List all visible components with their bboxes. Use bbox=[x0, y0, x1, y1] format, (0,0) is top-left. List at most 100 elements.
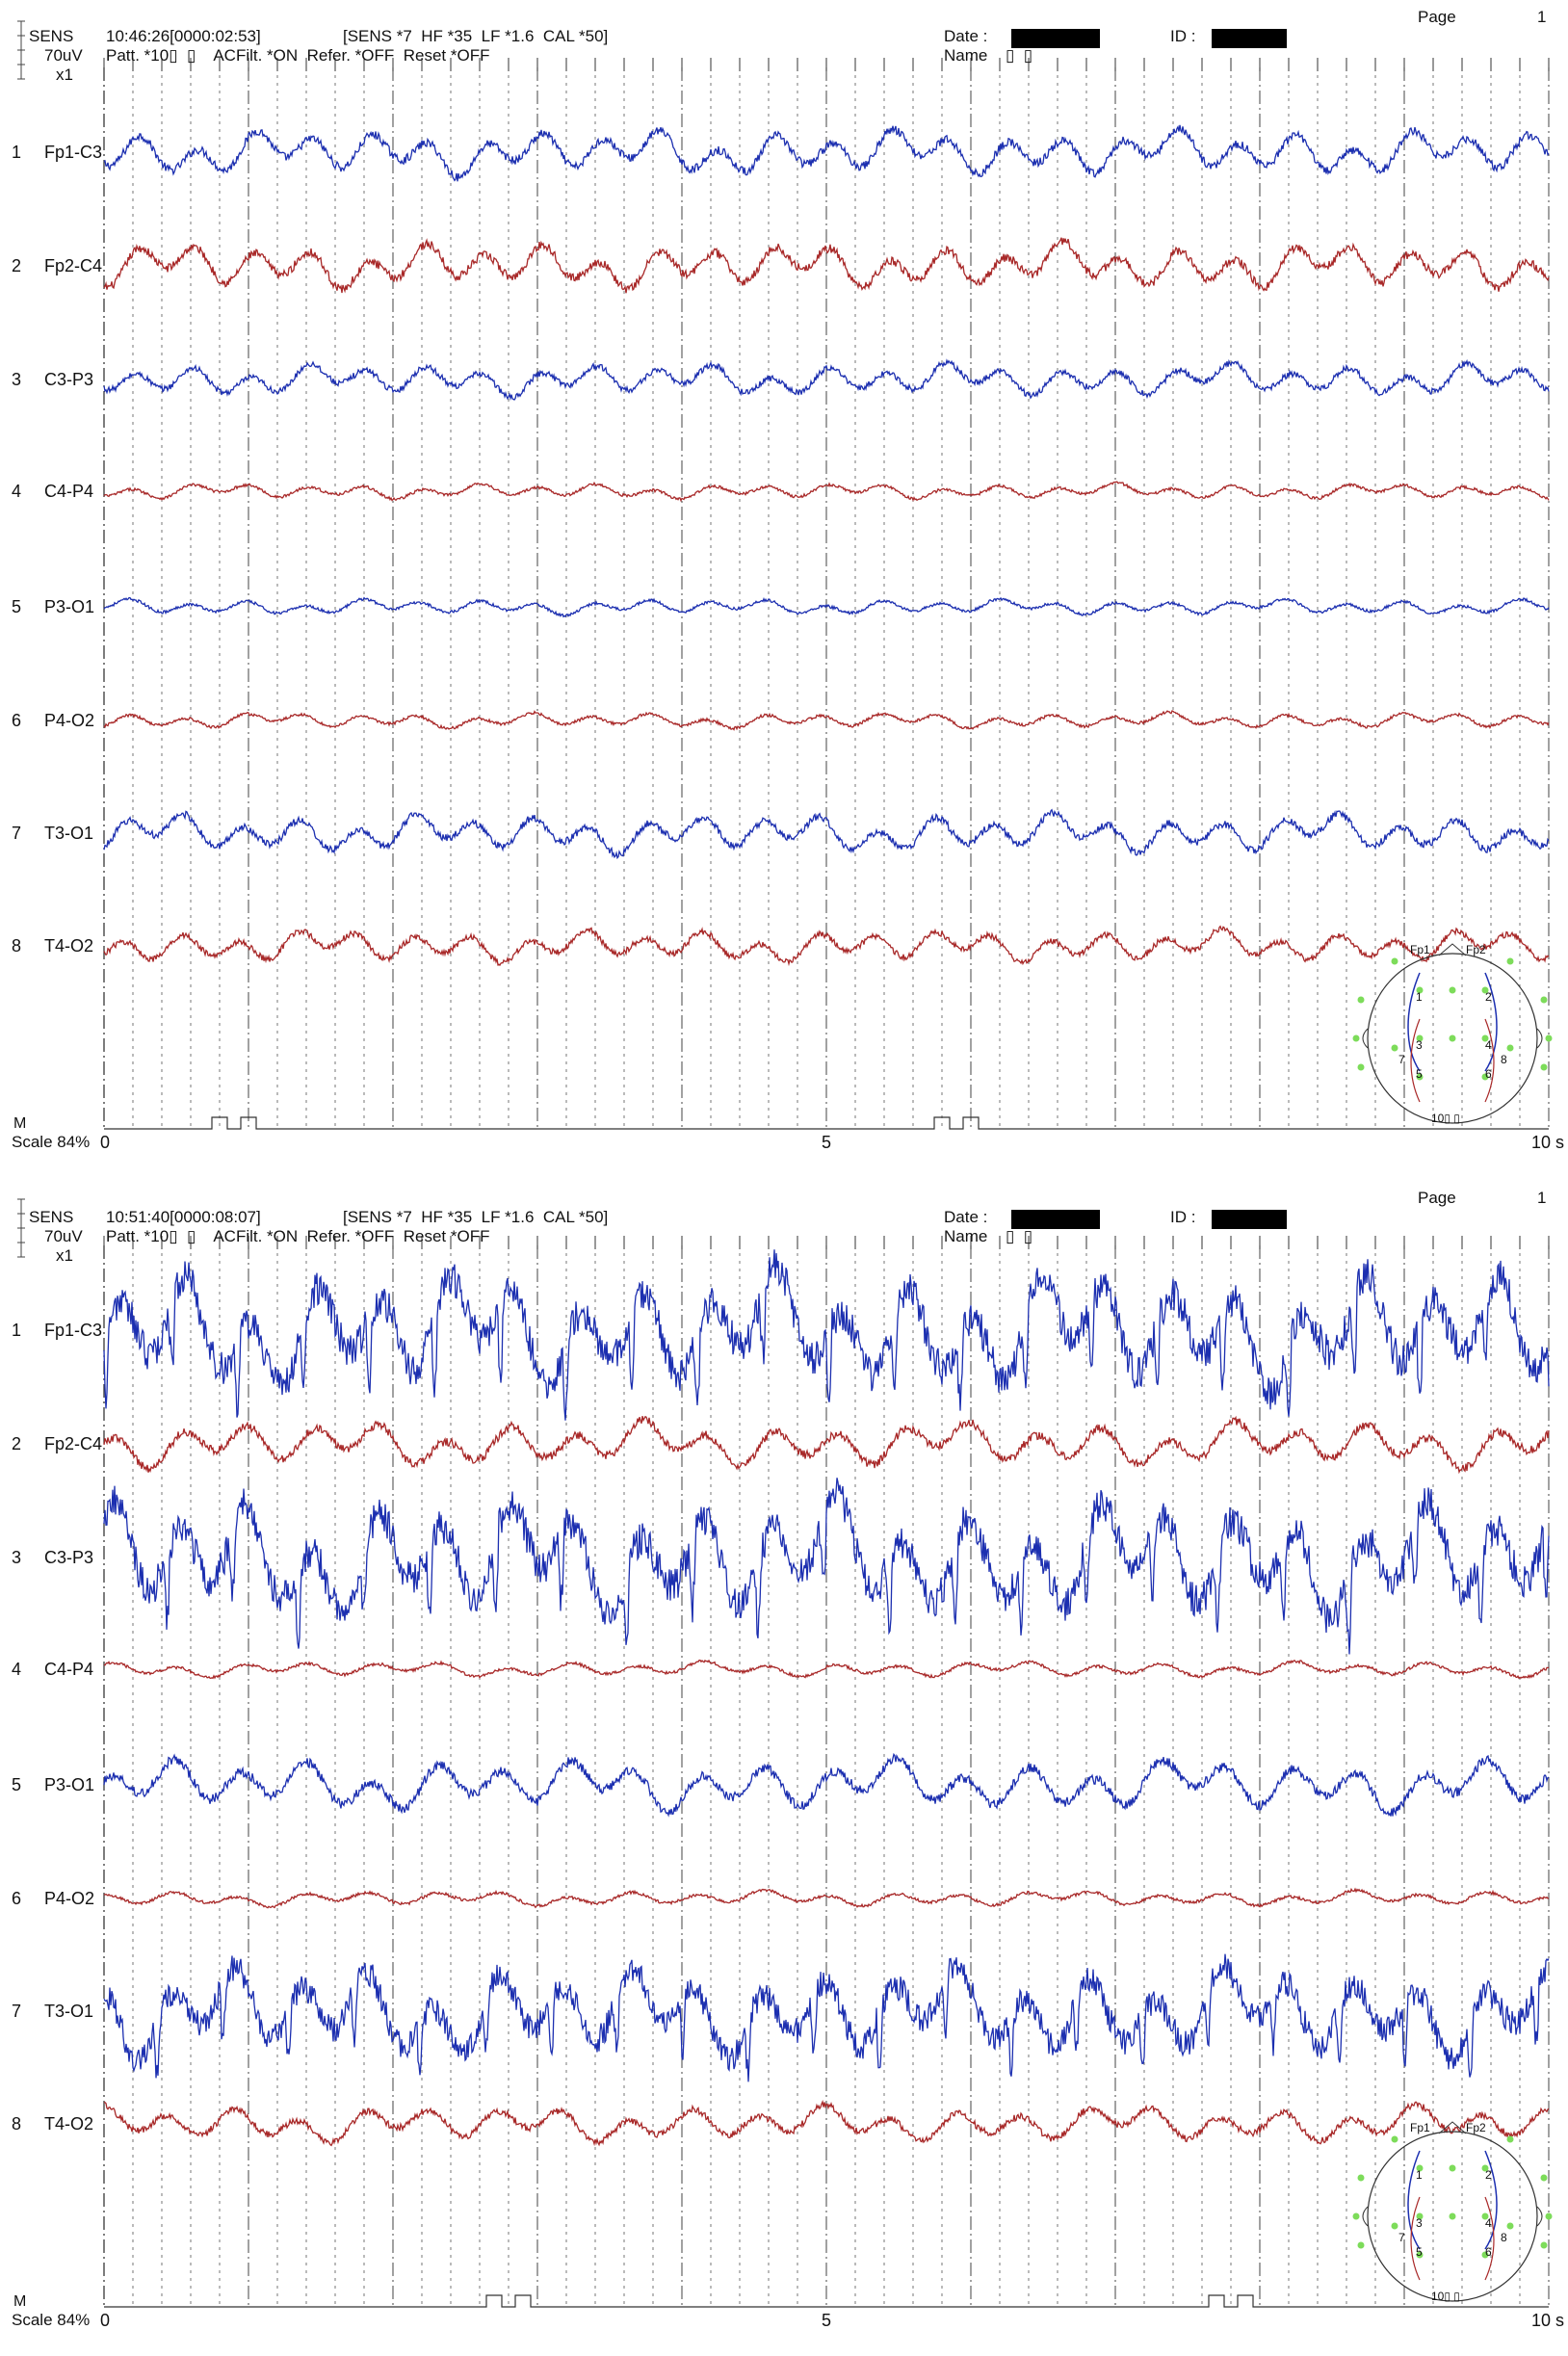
scale-label: Scale 84% bbox=[12, 1133, 91, 1151]
map-channel-number: 6 bbox=[1485, 1067, 1492, 1081]
name-value: ▯ ▯ bbox=[1006, 46, 1033, 65]
calibration-bracket bbox=[17, 20, 25, 80]
channel-name: P4-O2 bbox=[44, 1889, 95, 1908]
channel-label: 3 C3-P3 bbox=[12, 1548, 93, 1568]
trace-c4-p4 bbox=[103, 1659, 1550, 1680]
channel-name: T3-O1 bbox=[44, 2002, 94, 2021]
trace-p4-o2 bbox=[103, 710, 1550, 731]
channel-label: 3 C3-P3 bbox=[12, 370, 93, 390]
trace-c3-p3 bbox=[103, 1478, 1550, 1655]
gain-label: x1 bbox=[56, 1246, 73, 1265]
eeg-trace-canvas bbox=[17, 20, 1553, 1130]
page-number: 1 bbox=[1537, 8, 1547, 26]
date-redaction bbox=[1011, 29, 1100, 48]
trace-c4-p4 bbox=[103, 481, 1550, 503]
channel-name: C3-P3 bbox=[44, 1548, 94, 1567]
page-label: Page bbox=[1418, 8, 1456, 26]
electrode-map bbox=[1352, 943, 1553, 1124]
channel-index: 5 bbox=[12, 597, 22, 616]
map-channel-number: 2 bbox=[1485, 2168, 1492, 2182]
eeg-panel-1: SENS 70uV x1 10:46:26[0000:02:53] [SENS *7 H… bbox=[12, 8, 1565, 1152]
channel-index: 6 bbox=[12, 711, 22, 730]
channel-name: Fp2-C4 bbox=[44, 256, 103, 275]
channel-label: 4 C4-P4 bbox=[12, 482, 93, 502]
record-time: 10:51:40[0000:08:07] bbox=[106, 1208, 261, 1226]
channel-index: 1 bbox=[12, 143, 22, 162]
axis-tick-5: 5 bbox=[822, 1133, 832, 1152]
axis-tick-0: 0 bbox=[100, 1133, 111, 1152]
id-redaction bbox=[1212, 29, 1287, 48]
channel-name: C4-P4 bbox=[44, 1660, 94, 1679]
channel-label: 5 P3-O1 bbox=[12, 1775, 94, 1795]
time-axis bbox=[104, 1116, 1549, 1130]
channel-label: 5 P3-O1 bbox=[12, 597, 94, 617]
channel-label: 4 C4-P4 bbox=[12, 1660, 93, 1680]
channel-index: 1 bbox=[12, 1321, 22, 1340]
channel-name: P3-O1 bbox=[44, 1775, 95, 1794]
calibration-bracket bbox=[17, 1198, 25, 1258]
time-axis bbox=[104, 2294, 1549, 2308]
sens-value: 70uV bbox=[44, 1227, 83, 1245]
trace-t4-o2 bbox=[103, 2099, 1550, 2147]
trace-fp1-c3 bbox=[103, 124, 1550, 182]
channel-index: 4 bbox=[12, 482, 22, 501]
map-channel-number: 8 bbox=[1501, 1053, 1507, 1066]
name-label: Name bbox=[944, 46, 988, 65]
gain-label: x1 bbox=[56, 65, 73, 84]
pattern-line: Patt. *10▯ ▯ ACFilt. *ON Refer. *OFF Res… bbox=[106, 46, 490, 65]
channel-label: 7 T3-O1 bbox=[12, 824, 93, 844]
settings-line: [SENS *7 HF *35 LF *1.6 CAL *50] bbox=[343, 1208, 609, 1226]
map-scale-label: 10▯ ▯ bbox=[1431, 1112, 1460, 1125]
channel-index: 4 bbox=[12, 1660, 22, 1679]
map-channel-number: 5 bbox=[1416, 1067, 1423, 1081]
map-channel-number: 1 bbox=[1416, 2168, 1423, 2182]
channel-index: 2 bbox=[12, 1434, 22, 1453]
channel-index: 3 bbox=[12, 1548, 22, 1567]
map-channel-number: 4 bbox=[1485, 1038, 1492, 1052]
axis-tick-5: 5 bbox=[822, 2311, 832, 2330]
map-fp2-label: Fp2 bbox=[1466, 943, 1486, 956]
pattern-line: Patt. *10▯ ▯ ACFilt. *ON Refer. *OFF Res… bbox=[106, 1227, 490, 1245]
channel-index: 6 bbox=[12, 1889, 22, 1908]
channel-name: Fp1-C3 bbox=[44, 143, 103, 162]
channel-name: P3-O1 bbox=[44, 597, 95, 616]
channel-label: 8 T4-O2 bbox=[12, 2114, 93, 2134]
page-number: 1 bbox=[1537, 1189, 1547, 1207]
map-fp1-label: Fp1 bbox=[1410, 2121, 1430, 2134]
map-fp1-label: Fp1 bbox=[1410, 943, 1430, 956]
record-time: 10:46:26[0000:02:53] bbox=[106, 27, 261, 45]
channel-index: 2 bbox=[12, 256, 22, 275]
channel-name: Fp2-C4 bbox=[44, 1434, 103, 1453]
scale-label: Scale 84% bbox=[12, 2311, 91, 2329]
axis-tick-10: 10 s bbox=[1531, 2311, 1565, 2330]
channel-name: T3-O1 bbox=[44, 824, 94, 843]
map-channel-number: 6 bbox=[1485, 2245, 1492, 2259]
channel-label: 1 Fp1-C3 bbox=[12, 1321, 102, 1341]
page-label: Page bbox=[1418, 1189, 1456, 1207]
axis-tick-10: 10 s bbox=[1531, 1133, 1565, 1152]
axis-tick-0: 0 bbox=[100, 2311, 111, 2330]
channel-label: 2 Fp2-C4 bbox=[12, 256, 102, 276]
channel-label: 7 T3-O1 bbox=[12, 2002, 93, 2022]
map-channel-number: 8 bbox=[1501, 2231, 1507, 2244]
trace-t3-o1 bbox=[103, 1953, 1550, 2082]
m-label: M bbox=[13, 2293, 27, 2310]
channel-name: P4-O2 bbox=[44, 711, 95, 730]
channel-label: 2 Fp2-C4 bbox=[12, 1434, 102, 1454]
channel-label: 6 P4-O2 bbox=[12, 711, 94, 731]
channel-index: 7 bbox=[12, 2002, 22, 2021]
trace-p4-o2 bbox=[103, 1887, 1550, 1909]
channel-name: C3-P3 bbox=[44, 370, 94, 389]
trace-t3-o1 bbox=[103, 808, 1550, 860]
channel-name: T4-O2 bbox=[44, 2114, 94, 2133]
channel-name: Fp1-C3 bbox=[44, 1321, 103, 1340]
trace-fp2-c4 bbox=[103, 1415, 1550, 1475]
map-channel-number: 3 bbox=[1416, 1038, 1423, 1052]
trace-p3-o1 bbox=[103, 596, 1550, 618]
date-label: Date : bbox=[944, 27, 988, 45]
date-label: Date : bbox=[944, 1208, 988, 1226]
channel-index: 3 bbox=[12, 370, 22, 389]
map-channel-number: 7 bbox=[1398, 1053, 1405, 1066]
id-label: ID : bbox=[1170, 1208, 1196, 1226]
channel-index: 5 bbox=[12, 1775, 22, 1794]
